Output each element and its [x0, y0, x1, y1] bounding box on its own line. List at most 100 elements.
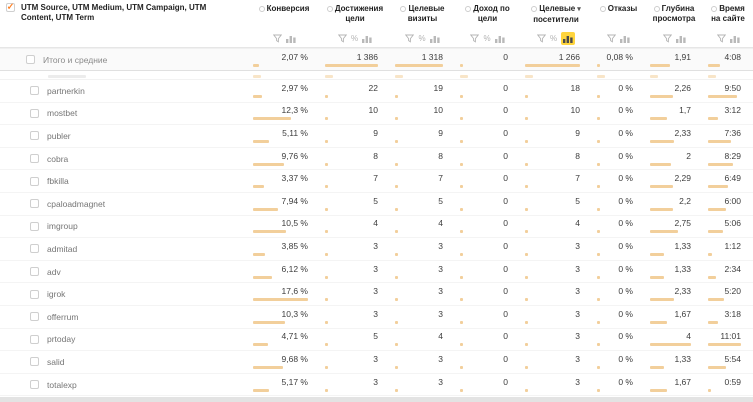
percent-toggle-icon[interactable]: %: [549, 33, 558, 43]
metric-value: 3,85 %: [281, 240, 308, 251]
column-header-goal-visits[interactable]: Целевые визиты: [390, 0, 455, 30]
row-checkbox[interactable]: [30, 199, 39, 209]
value-bar: [597, 162, 600, 166]
metric-value: 10: [433, 105, 443, 116]
bar-track: [525, 343, 580, 347]
row-name-cell: cpaloadmagnet: [0, 193, 248, 215]
row-checkbox[interactable]: [30, 357, 39, 367]
metric-cell-goal-reaches: 3: [320, 283, 390, 305]
value-bar: [325, 185, 328, 189]
funnel-filter-icon[interactable]: [662, 34, 672, 43]
value-bar: [395, 185, 398, 189]
chart-toggle-icon[interactable]: [494, 34, 505, 43]
metric-value: 0,08 %: [606, 51, 633, 62]
metric-value: 2:34: [724, 263, 741, 274]
funnel-filter-icon[interactable]: [272, 34, 282, 43]
row-checkbox[interactable]: [30, 380, 39, 390]
funnel-filter-icon[interactable]: [536, 34, 546, 43]
value-bar: [597, 117, 600, 121]
chart-toggle-icon[interactable]: [362, 34, 372, 43]
row-checkbox[interactable]: [30, 221, 39, 231]
value-bar: [597, 139, 600, 143]
metric-value: 0: [503, 173, 508, 184]
bar-track: [708, 275, 741, 279]
value-bar: [325, 230, 328, 234]
column-header-depth[interactable]: Глубина просмотра: [645, 0, 703, 30]
metric-cell-bounces: 0 %: [592, 351, 645, 373]
row-checkbox[interactable]: [30, 154, 39, 164]
row-checkbox[interactable]: [30, 267, 39, 277]
value-bar: [460, 139, 463, 143]
chart-toggle-icon[interactable]: [620, 34, 630, 43]
metric-value: 7: [575, 173, 580, 184]
metric-value: 9,76 %: [281, 150, 308, 161]
clipped-value-bar: [460, 75, 468, 78]
filter-cell-dimension: [0, 30, 248, 47]
funnel-filter-icon[interactable]: [405, 34, 415, 43]
column-header-time-on-site[interactable]: Время на сайте: [703, 0, 753, 30]
clipped-row-cell: [592, 73, 645, 79]
row-checkbox[interactable]: [30, 289, 39, 299]
funnel-filter-icon[interactable]: [716, 34, 726, 43]
value-bar: [708, 185, 729, 189]
metric-value: 9:50: [724, 82, 741, 93]
bar-track: [325, 343, 378, 347]
bar-track: [460, 298, 508, 302]
row-checkbox[interactable]: [30, 108, 39, 118]
row-checkbox[interactable]: [30, 244, 39, 254]
chart-toggle-icon[interactable]: [675, 34, 686, 43]
row-checkbox[interactable]: [30, 176, 39, 186]
metric-cell-bounces: 0 %: [592, 148, 645, 170]
metric-cell-depth: 2: [645, 148, 703, 170]
chart-toggle-icon[interactable]: [285, 34, 296, 43]
column-header-goal-visitors[interactable]: Целевые ▾ посетители: [520, 0, 592, 30]
value-bar: [650, 343, 691, 347]
metric-cell-depth: 2,33: [645, 283, 703, 305]
metric-value: 4: [686, 331, 691, 342]
row-label: totalexp: [47, 379, 77, 390]
bar-track: [597, 185, 633, 189]
clipped-value-bar: [325, 75, 333, 78]
metric-cell-bounces: 0 %: [592, 170, 645, 192]
bar-track: [525, 320, 580, 324]
funnel-filter-icon[interactable]: [337, 34, 347, 43]
row-checkbox[interactable]: [30, 334, 39, 344]
bar-track: [650, 63, 691, 67]
row-checkbox[interactable]: [26, 55, 35, 64]
row-name-cell: imgroup: [0, 216, 248, 238]
bar-track: [325, 388, 378, 392]
funnel-filter-icon[interactable]: [607, 34, 616, 43]
metric-cell-goal-reaches: 3: [320, 374, 390, 396]
chart-toggle-icon[interactable]: [729, 34, 740, 43]
metric-value: 1,33: [674, 263, 691, 274]
metric-value: 0 %: [618, 353, 633, 364]
column-header-goal-revenue[interactable]: Доход по цели: [455, 0, 520, 30]
metric-cell-goal-reaches: 3: [320, 306, 390, 328]
column-header-goal-reaches[interactable]: Достижения цели: [320, 0, 390, 30]
column-header-bounces[interactable]: Отказы: [592, 0, 645, 30]
percent-toggle-icon[interactable]: %: [418, 33, 426, 43]
bar-track: [708, 230, 741, 234]
row-checkbox[interactable]: [30, 86, 39, 96]
chart-toggle-icon[interactable]: [561, 32, 576, 45]
value-bar: [650, 207, 673, 211]
select-all-checkbox[interactable]: ✓: [6, 2, 15, 12]
metric-cell-goal-visitors: 18: [520, 80, 592, 102]
chart-toggle-icon[interactable]: [429, 34, 440, 43]
metric-cell-time-on-site: 0:59: [703, 374, 753, 396]
row-checkbox[interactable]: [30, 312, 39, 322]
funnel-filter-icon[interactable]: [470, 34, 480, 43]
table-row: cpaloadmagnet 7,94 % 5 5 0 5 0 % 2,2 6:00: [0, 193, 753, 216]
horizontal-scrollbar[interactable]: [0, 397, 753, 402]
metric-value: 8: [438, 150, 443, 161]
value-bar: [460, 388, 463, 392]
row-name-cell: admitad: [0, 238, 248, 260]
percent-toggle-icon[interactable]: %: [350, 33, 359, 43]
table-row: imgroup 10,5 % 4 4 0 4 0 % 2,75 5:06: [0, 216, 753, 239]
value-bar: [650, 230, 679, 234]
column-header-conversion[interactable]: Конверсия: [248, 0, 320, 30]
percent-toggle-icon[interactable]: %: [483, 33, 491, 43]
metric-cell-bounces: 0 %: [592, 103, 645, 125]
row-checkbox[interactable]: [30, 131, 39, 141]
metric-cell-goal-visits: 19: [390, 80, 455, 102]
